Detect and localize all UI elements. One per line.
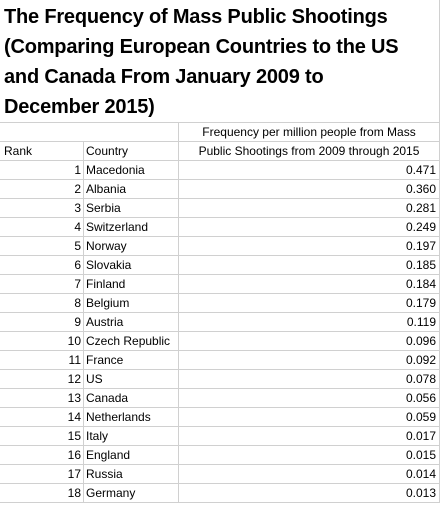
frequency-cell[interactable]: 0.059	[179, 408, 440, 427]
country-cell[interactable]: Macedonia	[84, 161, 179, 180]
frequency-cell[interactable]: 0.096	[179, 332, 440, 351]
table-row: 4 Switzerland 0.249	[0, 218, 440, 237]
frequency-header-line-2[interactable]: Public Shootings from 2009 through 2015	[179, 142, 440, 161]
country-cell[interactable]: France	[84, 351, 179, 370]
table-row: 7 Finland 0.184	[0, 275, 440, 294]
frequency-cell[interactable]: 0.197	[179, 237, 440, 256]
country-cell[interactable]: Switzerland	[84, 218, 179, 237]
frequency-cell[interactable]: 0.015	[179, 446, 440, 465]
title-line-2: (Comparing European Countries to the US	[4, 36, 399, 58]
table-row: 14 Netherlands 0.059	[0, 408, 440, 427]
frequency-header-line-1[interactable]: Frequency per million people from Mass	[179, 123, 440, 142]
frequency-cell[interactable]: 0.014	[179, 465, 440, 484]
rank-cell[interactable]: 12	[0, 370, 84, 389]
table-row: 1 Macedonia 0.471	[0, 161, 440, 180]
country-cell[interactable]: Austria	[84, 313, 179, 332]
rank-cell[interactable]: 17	[0, 465, 84, 484]
rank-cell[interactable]: 1	[0, 161, 84, 180]
rank-cell[interactable]: 16	[0, 446, 84, 465]
table-row: 15 Italy 0.017	[0, 427, 440, 446]
rank-cell[interactable]: 3	[0, 199, 84, 218]
frequency-cell[interactable]: 0.281	[179, 199, 440, 218]
rank-cell[interactable]: 18	[0, 484, 84, 503]
country-cell[interactable]: England	[84, 446, 179, 465]
frequency-cell[interactable]: 0.013	[179, 484, 440, 503]
frequency-cell[interactable]: 0.184	[179, 275, 440, 294]
table-row: 18 Germany 0.013	[0, 484, 440, 503]
table-row: 12 US 0.078	[0, 370, 440, 389]
table-row: 3 Serbia 0.281	[0, 199, 440, 218]
country-cell[interactable]: Italy	[84, 427, 179, 446]
rank-cell[interactable]: 10	[0, 332, 84, 351]
rank-cell[interactable]: 15	[0, 427, 84, 446]
title-line-3: and Canada From January 2009 to	[4, 66, 324, 88]
rank-cell[interactable]: 9	[0, 313, 84, 332]
header-row-1: Frequency per million people from Mass	[0, 123, 440, 142]
rank-cell[interactable]: 4	[0, 218, 84, 237]
country-cell[interactable]: Norway	[84, 237, 179, 256]
country-cell[interactable]: Albania	[84, 180, 179, 199]
country-cell[interactable]: Germany	[84, 484, 179, 503]
frequency-cell[interactable]: 0.056	[179, 389, 440, 408]
country-header[interactable]: Country	[84, 142, 179, 161]
table-title[interactable]: The Frequency of Mass Public Shootings (…	[0, 0, 440, 123]
country-cell[interactable]: Serbia	[84, 199, 179, 218]
title-line-1: The Frequency of Mass Public Shootings	[4, 6, 388, 28]
rank-cell[interactable]: 13	[0, 389, 84, 408]
country-cell[interactable]: Finland	[84, 275, 179, 294]
rank-cell[interactable]: 11	[0, 351, 84, 370]
country-cell[interactable]: Belgium	[84, 294, 179, 313]
header-row-2: Rank Country Public Shootings from 2009 …	[0, 142, 440, 161]
table-row: 5 Norway 0.197	[0, 237, 440, 256]
rank-cell[interactable]: 14	[0, 408, 84, 427]
rank-cell[interactable]: 5	[0, 237, 84, 256]
country-cell[interactable]: US	[84, 370, 179, 389]
frequency-cell[interactable]: 0.360	[179, 180, 440, 199]
table-row: 6 Slovakia 0.185	[0, 256, 440, 275]
frequency-cell[interactable]: 0.119	[179, 313, 440, 332]
frequency-cell[interactable]: 0.017	[179, 427, 440, 446]
frequency-cell[interactable]: 0.249	[179, 218, 440, 237]
frequency-cell[interactable]: 0.471	[179, 161, 440, 180]
country-cell[interactable]: Russia	[84, 465, 179, 484]
table-row: 9 Austria 0.119	[0, 313, 440, 332]
rank-cell[interactable]: 8	[0, 294, 84, 313]
frequency-cell[interactable]: 0.179	[179, 294, 440, 313]
title-line-4: December 2015)	[4, 96, 155, 118]
rank-cell[interactable]: 7	[0, 275, 84, 294]
country-cell[interactable]: Canada	[84, 389, 179, 408]
table-row: 8 Belgium 0.179	[0, 294, 440, 313]
country-cell[interactable]: Netherlands	[84, 408, 179, 427]
frequency-cell[interactable]: 0.078	[179, 370, 440, 389]
table-row: 10 Czech Republic 0.096	[0, 332, 440, 351]
country-cell[interactable]: Czech Republic	[84, 332, 179, 351]
table-row: 16 England 0.015	[0, 446, 440, 465]
frequency-cell[interactable]: 0.185	[179, 256, 440, 275]
table-row: 17 Russia 0.014	[0, 465, 440, 484]
frequency-cell[interactable]: 0.092	[179, 351, 440, 370]
rank-cell[interactable]: 6	[0, 256, 84, 275]
table-row: 11 France 0.092	[0, 351, 440, 370]
table-row: 13 Canada 0.056	[0, 389, 440, 408]
rank-header[interactable]: Rank	[0, 142, 84, 161]
empty-header-cell[interactable]	[0, 123, 179, 142]
table-row: 2 Albania 0.360	[0, 180, 440, 199]
country-cell[interactable]: Slovakia	[84, 256, 179, 275]
rank-cell[interactable]: 2	[0, 180, 84, 199]
